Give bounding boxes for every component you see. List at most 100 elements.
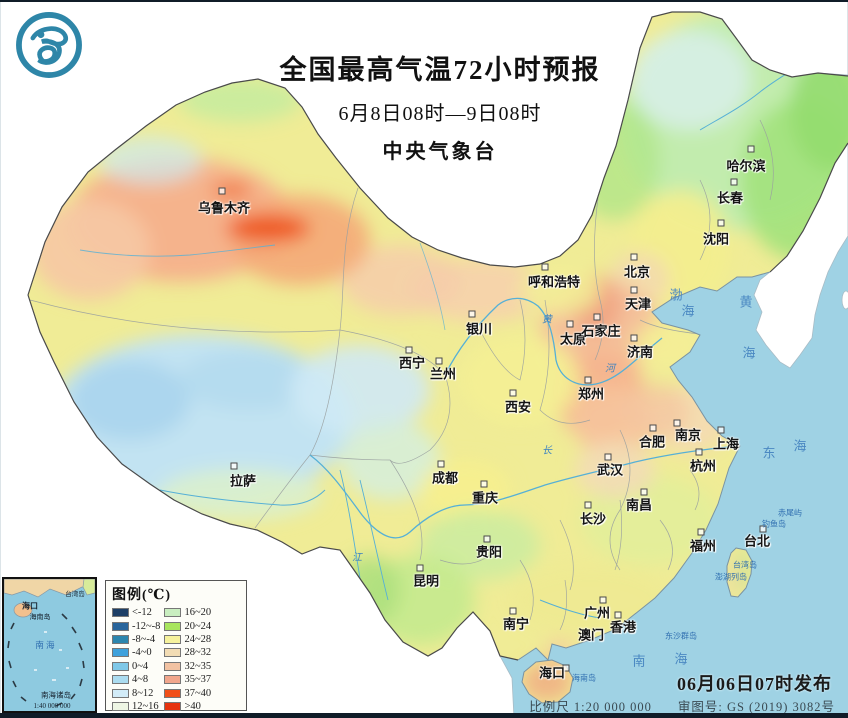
cma-dragon-logo [16,12,82,78]
map-approval-number: 审图号: GS (2019) 3082号 [677,700,835,714]
legend-label: 8~12 [132,687,154,699]
legend-item: >40 [164,700,211,713]
national-border [27,11,848,704]
city-label: 昆明 [412,573,440,589]
sea-name-label: 海 [674,651,688,667]
legend-item: 32~35 [164,660,211,673]
sea-name-label: 东 [762,445,776,461]
sea-name-label: 海 [681,303,695,319]
city-marker [640,488,648,496]
legend-swatch [164,675,182,685]
city-label: 武汉 [596,462,624,478]
city-label: 南昌 [625,497,653,513]
legend-label: -4~0 [132,647,152,659]
city-marker [649,424,657,432]
city-label: 海口 [538,665,566,681]
island-name-label: 澎湖列岛 [715,572,747,582]
city-label: 成都 [431,470,459,486]
city-label: 呼和浩特 [527,274,581,290]
bottom-edge-bar [0,713,848,718]
sea-name-label: 渤 [669,287,683,303]
city-marker [747,145,755,153]
city-marker [604,453,612,461]
nine-dash-line [7,613,85,707]
legend-label: 0~4 [132,660,149,672]
river-name-label: 黄 [542,314,552,326]
river-name-label: 长 [542,445,552,457]
inset-map-graphic [4,579,95,711]
city-label: 银川 [465,321,493,337]
issuing-agency: 中央气象台 [382,141,498,163]
legend-item: 8~12 [112,686,160,699]
city-label: 太原 [559,331,587,347]
legend-swatch [112,688,129,698]
island-name-label: 赤尾屿 [778,508,802,518]
city-label: 福州 [689,538,717,554]
river-name-label: 河 [605,363,615,375]
legend-swatch [164,701,182,711]
city-label: 拉萨 [229,473,257,489]
city-marker [630,286,638,294]
province-borders [29,119,774,631]
city-marker [480,480,488,488]
legend-item: 4~8 [112,673,160,686]
inset-label: 台湾岛 [65,591,85,598]
rivers [79,61,806,619]
legend-label: 35~37 [184,674,212,686]
legend-item: 16~20 [164,606,211,619]
city-marker [566,320,574,328]
inset-label: 海南岛 [29,613,51,621]
legend-label: 16~20 [184,607,212,619]
island-name-label: 钓鱼岛 [762,519,786,529]
city-marker [562,664,570,672]
city-label: 石家庄 [581,323,621,339]
legend-label: -12~-8 [132,620,161,632]
top-edge-bar [0,0,848,2]
legend-swatch [164,608,182,618]
inset-label: 1:40 000 000 [33,702,71,710]
legend-label: <-12 [132,607,152,619]
legend-label: 12~16 [132,700,159,712]
legend-swatch [164,648,182,658]
city-marker [717,219,725,227]
legend-item: 35~37 [164,673,211,686]
legend-item: 28~32 [164,646,211,659]
city-label: 北京 [623,264,651,280]
legend-item: -12~-8 [112,619,160,632]
sea-name-label: 海 [742,345,756,361]
legend-item: 0~4 [112,660,160,673]
city-marker [593,313,601,321]
city-label: 长春 [716,190,744,206]
city-marker [717,426,725,434]
legend-item: 24~28 [164,633,211,646]
sea-name-label: 南 [632,653,646,669]
city-marker [218,187,226,195]
city-marker [509,607,517,615]
legend-title: 图例(℃) [112,588,172,603]
city-label: 广州 [583,605,611,621]
city-label: 西安 [504,399,532,415]
city-label: 兰州 [429,366,457,382]
legend-swatch [164,634,182,644]
city-label: 郑州 [577,386,605,402]
island-name-label: 台湾岛 [733,560,757,570]
city-label: 香港 [609,619,637,635]
legend-item: 20~24 [164,619,211,632]
title-block: 全国最高气温72小时预报 6月8日08时—9日08时 中央气象台 [210,48,670,164]
map-metadata-row: 比例尺 1:20 000 000 审图号: GS (2019) 3082号 [529,696,835,715]
map-scale: 比例尺 1:20 000 000 [529,700,652,714]
city-label: 台北 [743,533,771,549]
legend-label: 37~40 [184,687,212,699]
city-label: 沈阳 [702,231,730,247]
island-name-label: 东沙群岛 [665,631,697,641]
legend-swatch [112,661,129,671]
legend-swatch [112,675,129,685]
legend-item: -8~-4 [112,633,160,646]
city-marker [695,448,703,456]
city-marker [468,310,476,318]
legend-column-left: <-12 -12~-8 -8~-4 -4~0 0~4 4~8 8~12 12~16 [112,606,160,713]
legend-item: 12~16 [112,700,160,713]
city-marker [673,419,681,427]
legend-column-right: 16~20 20~24 24~28 28~32 32~35 35~37 37~40 >40 [164,606,211,713]
